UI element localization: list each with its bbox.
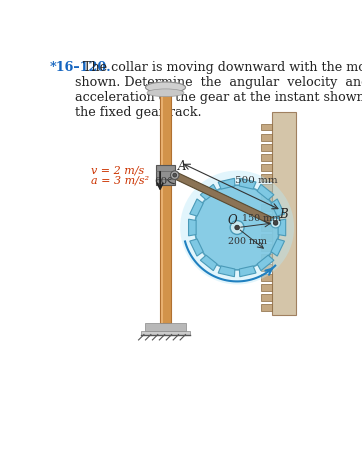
Circle shape: [273, 220, 278, 225]
Circle shape: [173, 173, 177, 177]
Polygon shape: [173, 172, 277, 226]
Circle shape: [271, 218, 281, 228]
Polygon shape: [218, 266, 235, 277]
Circle shape: [235, 225, 239, 230]
Text: 200 mm: 200 mm: [228, 238, 267, 246]
Circle shape: [171, 171, 179, 179]
Polygon shape: [141, 331, 190, 334]
Polygon shape: [271, 239, 285, 256]
Polygon shape: [146, 323, 185, 331]
Circle shape: [230, 220, 244, 234]
Polygon shape: [257, 255, 274, 271]
Polygon shape: [190, 239, 203, 256]
Polygon shape: [218, 178, 235, 189]
Text: 60°: 60°: [155, 177, 173, 186]
Polygon shape: [261, 144, 272, 151]
Polygon shape: [261, 305, 272, 311]
Polygon shape: [261, 194, 272, 200]
Text: 500 mm: 500 mm: [235, 176, 278, 185]
Polygon shape: [261, 234, 272, 240]
Polygon shape: [261, 154, 272, 160]
Circle shape: [180, 171, 294, 285]
Polygon shape: [261, 124, 272, 131]
Polygon shape: [239, 178, 256, 189]
Polygon shape: [190, 199, 203, 216]
Polygon shape: [161, 94, 163, 323]
Text: O: O: [228, 213, 237, 226]
Polygon shape: [272, 112, 296, 315]
Polygon shape: [261, 164, 272, 171]
Text: The collar is moving downward with the motion
shown. Determine  the  angular  ve: The collar is moving downward with the m…: [75, 61, 362, 119]
Polygon shape: [261, 274, 272, 281]
Polygon shape: [278, 219, 286, 236]
Polygon shape: [261, 254, 272, 260]
Polygon shape: [160, 94, 171, 323]
Polygon shape: [200, 184, 217, 200]
Polygon shape: [156, 165, 175, 185]
Polygon shape: [261, 184, 272, 191]
Polygon shape: [159, 87, 172, 94]
Polygon shape: [271, 199, 285, 216]
Polygon shape: [261, 134, 272, 140]
Text: v = 2 m/s: v = 2 m/s: [91, 166, 144, 176]
Text: B: B: [279, 208, 288, 221]
Polygon shape: [189, 219, 196, 236]
Circle shape: [195, 185, 279, 270]
Polygon shape: [200, 255, 217, 271]
Ellipse shape: [146, 82, 185, 93]
Text: A: A: [178, 160, 186, 173]
Polygon shape: [261, 294, 272, 301]
Polygon shape: [261, 174, 272, 180]
Text: *16–120.: *16–120.: [49, 61, 111, 74]
Polygon shape: [239, 266, 256, 277]
Polygon shape: [261, 265, 272, 271]
Polygon shape: [261, 214, 272, 220]
Polygon shape: [257, 184, 274, 200]
Polygon shape: [261, 245, 272, 251]
Polygon shape: [261, 285, 272, 291]
Text: 150 mm: 150 mm: [242, 214, 281, 223]
Ellipse shape: [147, 89, 184, 97]
Polygon shape: [261, 204, 272, 211]
Polygon shape: [261, 225, 272, 231]
Text: a = 3 m/s²: a = 3 m/s²: [91, 176, 149, 186]
